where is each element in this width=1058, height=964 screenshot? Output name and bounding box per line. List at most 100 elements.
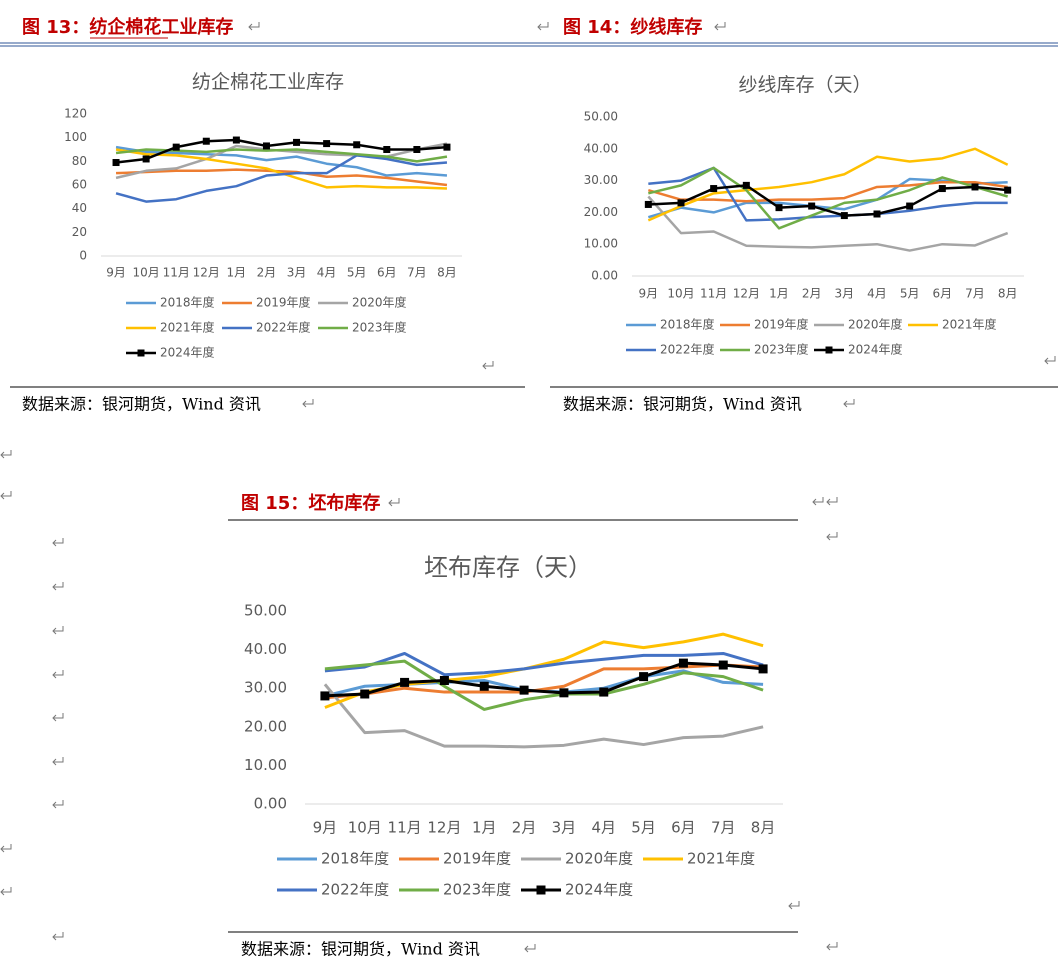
point-marker: [758, 664, 768, 674]
series-line: [115, 145, 448, 177]
paragraph-mark: [52, 582, 64, 591]
paragraph-mark: [788, 901, 800, 910]
legend-marker: [825, 346, 833, 354]
chart-title: 坯布库存（天）: [424, 554, 592, 582]
point-marker: [443, 143, 451, 151]
legend-label: 2024年度: [565, 881, 633, 899]
point-marker: [353, 141, 361, 149]
y-tick-label: 60: [72, 178, 87, 192]
paragraph-mark: [248, 22, 260, 31]
legend-label: 2021年度: [687, 850, 755, 868]
point-marker: [840, 212, 848, 220]
paragraph-mark: [537, 22, 549, 31]
x-tick-label: 2月: [512, 819, 537, 837]
point-marker: [599, 687, 609, 697]
x-tick-label: 7月: [407, 266, 427, 280]
legend-label: 2019年度: [754, 317, 809, 332]
point-marker: [873, 210, 881, 218]
paragraph-mark: [52, 670, 64, 679]
point-marker: [742, 181, 750, 189]
legend-label: 2020年度: [848, 317, 903, 332]
point-marker: [383, 146, 391, 153]
x-tick-label: 1月: [769, 287, 789, 301]
legend-label: 2020年度: [565, 850, 633, 868]
series-line: [647, 195, 1009, 252]
paragraph-mark: [812, 497, 824, 506]
legend-label: 2021年度: [942, 317, 997, 332]
x-tick-label: 8月: [998, 287, 1018, 301]
legend-label: 2024年度: [160, 345, 215, 360]
point-marker: [232, 136, 240, 144]
y-tick-label: 10.00: [244, 756, 287, 774]
x-tick-label: 2月: [802, 287, 822, 301]
paragraph-mark: [52, 713, 64, 722]
figure-caption: 图 15：坯布库存: [241, 492, 380, 514]
point-marker: [971, 183, 979, 191]
point-marker: [639, 672, 649, 682]
point-marker: [906, 202, 914, 210]
paragraph-mark: [302, 399, 314, 408]
series-line: [323, 683, 764, 749]
x-tick-label: 6月: [933, 287, 953, 301]
y-tick-label: 0.00: [254, 795, 287, 813]
source-note: 数据来源：银河期货，Wind 资讯: [563, 395, 802, 414]
y-tick-label: 80: [72, 154, 87, 168]
point-marker: [202, 137, 210, 145]
series-line: [648, 166, 1009, 230]
legend-label: 2022年度: [660, 342, 715, 357]
paragraph-mark: [0, 844, 12, 853]
point-marker: [718, 660, 728, 670]
legend-label: 2020年度: [352, 295, 407, 310]
point-marker: [413, 146, 421, 153]
legend-label: 2022年度: [321, 881, 389, 899]
x-tick-label: 4月: [867, 287, 887, 301]
paragraph-mark: [714, 22, 726, 31]
x-tick-label: 1月: [227, 266, 247, 280]
x-tick-label: 12月: [193, 266, 220, 280]
point-marker: [293, 138, 301, 146]
y-tick-label: 40.00: [244, 640, 287, 658]
paragraph-mark: [843, 399, 855, 408]
series-line: [647, 147, 1009, 222]
point-marker: [323, 140, 331, 148]
series-line: [647, 180, 1008, 203]
point-marker: [775, 204, 783, 212]
legend-label: 2019年度: [443, 850, 511, 868]
y-tick-label: 30.00: [244, 679, 287, 697]
legend-label: 2018年度: [321, 850, 389, 868]
x-tick-label: 11月: [388, 819, 422, 837]
series-line: [115, 138, 448, 164]
series-line: [324, 651, 764, 677]
x-tick-label: 6月: [671, 819, 696, 837]
legend-label: 2018年度: [660, 317, 715, 332]
paragraph-mark: [0, 491, 12, 500]
point-marker: [677, 199, 685, 207]
y-tick-label: 50.00: [584, 110, 618, 124]
legend-marker: [536, 885, 546, 895]
y-tick-label: 20.00: [244, 717, 287, 735]
legend-label: 2023年度: [352, 320, 407, 335]
paragraph-mark: [826, 942, 838, 951]
legend-label: 2019年度: [256, 295, 311, 310]
x-tick-label: 2月: [257, 266, 277, 280]
y-tick-label: 30.00: [584, 173, 618, 187]
point-marker: [1004, 186, 1012, 194]
point-marker: [678, 658, 688, 668]
x-tick-label: 5月: [631, 819, 656, 837]
chart-title: 纺企棉花工业库存: [192, 71, 344, 93]
paragraph-mark: [52, 626, 64, 635]
series-line: [324, 663, 764, 700]
series-line: [324, 659, 764, 711]
x-tick-label: 7月: [711, 819, 736, 837]
source-note: 数据来源：银河期货，Wind 资讯: [241, 940, 480, 959]
x-tick-label: 8月: [437, 266, 457, 280]
x-tick-label: 9月: [106, 266, 126, 280]
paragraph-mark: [826, 532, 838, 541]
legend-label: 2018年度: [160, 295, 215, 310]
point-marker: [644, 200, 652, 208]
legend-label: 2021年度: [160, 320, 215, 335]
point-marker: [439, 675, 449, 685]
legend-label: 2023年度: [443, 881, 511, 899]
series-line: [324, 661, 764, 698]
y-tick-label: 20.00: [584, 205, 618, 219]
